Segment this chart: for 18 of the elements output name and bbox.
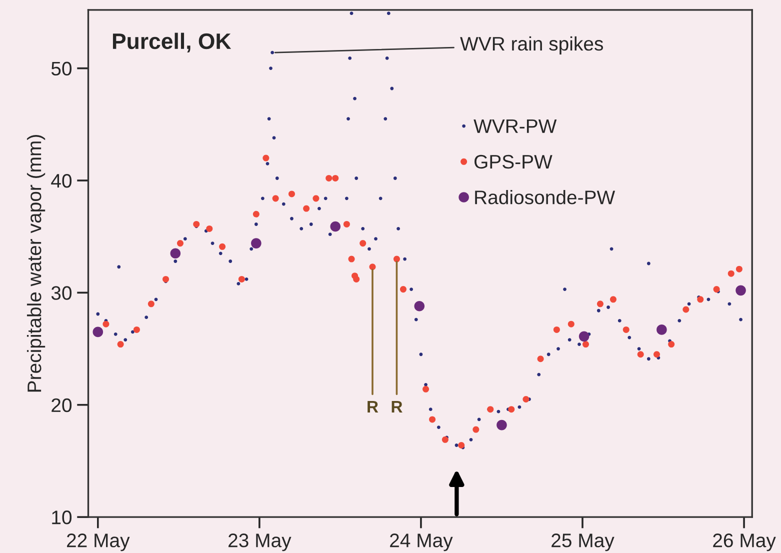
x-tick-label: 23 May xyxy=(228,534,292,552)
legend-label: GPS-PW xyxy=(474,154,552,169)
legend-label: WVR-PW xyxy=(474,119,557,133)
x-tick-label: 25 May xyxy=(552,534,614,552)
y-tick-label: 50 xyxy=(51,62,72,76)
x-tick-label: 24 May xyxy=(390,534,453,552)
y-axis-title: Precipitable water vapor (mm) xyxy=(26,135,46,392)
x-tick-label: 26 May xyxy=(713,534,776,552)
annotation: Purcell, OK xyxy=(112,32,232,52)
y-tick-label: 20 xyxy=(52,398,72,412)
annotation: WVR rain spikes xyxy=(460,36,604,55)
y-tick-label: 30 xyxy=(51,286,72,300)
annotation: R xyxy=(368,401,378,412)
y-tick-label: 10 xyxy=(52,510,72,524)
legend-label: Radiosonde-PW xyxy=(475,190,616,204)
annotation: R xyxy=(392,401,402,412)
x-tick-label: 22 May xyxy=(67,534,130,552)
y-tick-label: 40 xyxy=(51,174,72,188)
